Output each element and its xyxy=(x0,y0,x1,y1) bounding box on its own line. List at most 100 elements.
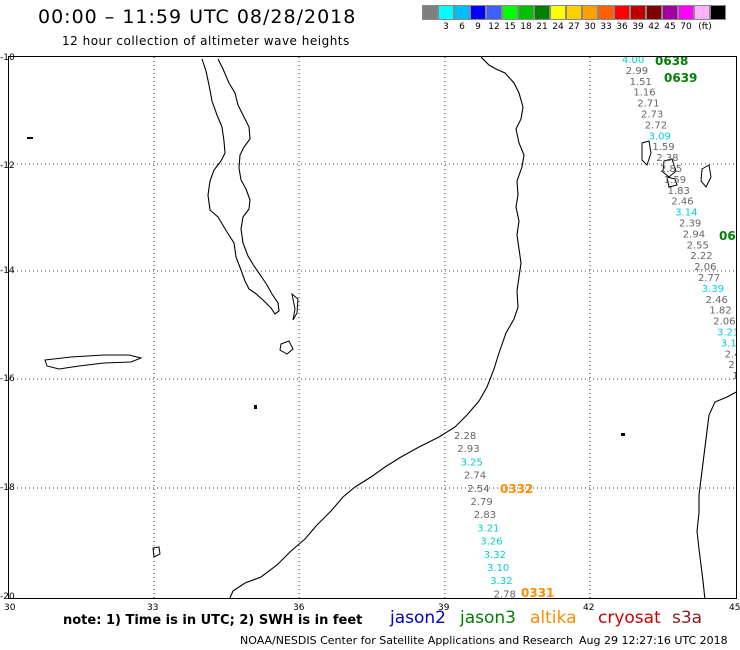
wave-height-value: 2.74 xyxy=(464,471,486,482)
wave-height-value: 1.51 xyxy=(630,77,652,88)
wave-height-value: 2.06 xyxy=(694,262,716,273)
pass-time-labels: 0638 0639 064 0332 0331 xyxy=(500,57,736,599)
wave-height-value: 3.39 xyxy=(702,284,724,295)
wave-height-value: 3.1 xyxy=(721,338,737,349)
scale-label: 70 xyxy=(680,22,692,32)
wave-height-value: 2.93 xyxy=(457,444,479,455)
scale-label: 6 xyxy=(459,22,465,32)
comoros-island-1 xyxy=(641,140,652,166)
speck-3 xyxy=(621,433,625,436)
pass-time-label: 0331 xyxy=(521,586,554,599)
scale-swatch xyxy=(678,5,694,20)
scale-swatch xyxy=(486,5,502,20)
lat-label-14: -14 xyxy=(0,266,15,276)
wave-height-value: 1.59 xyxy=(652,142,674,153)
map-svg: 4.002.991.511.162.712.732.723.091.592.38… xyxy=(9,57,737,599)
scale-swatch xyxy=(662,5,678,20)
wave-height-value: 3.32 xyxy=(490,576,512,587)
wave-height-value: 3.26 xyxy=(480,537,502,548)
scale-swatch xyxy=(630,5,646,20)
lake-malawi-shore xyxy=(201,58,280,315)
wave-height-value: 3.21 xyxy=(717,328,737,339)
comoros-island-4 xyxy=(700,164,712,188)
wave-height-value: 2.99 xyxy=(626,66,648,77)
wave-height-value: 3.10 xyxy=(487,563,509,574)
altimeter-track-east: 4.002.991.511.162.712.732.723.091.592.38… xyxy=(622,57,737,382)
lon-label-30: 30 xyxy=(4,603,16,613)
wave-height-value: 2.28 xyxy=(454,431,476,442)
wave-height-value: 2.55 xyxy=(687,240,709,251)
scale-label: 15 xyxy=(504,22,516,32)
altimeter-track-south: 2.28 2.93 3.25 2.74 2.54 2.79 2.83 3.21 3.26 3.32… xyxy=(454,431,516,599)
lat-label-20: -20 xyxy=(0,592,15,602)
wave-height-value: 2.39 xyxy=(679,219,701,230)
lat-label-12: -12 xyxy=(0,161,15,171)
scale-swatch xyxy=(470,5,486,20)
scale-label: 3 xyxy=(443,22,449,32)
wave-height-value: 4.00 xyxy=(622,57,644,66)
wave-height-value: 2.22 xyxy=(690,251,712,262)
wave-height-value: 2.54 xyxy=(467,484,489,495)
map-frame[interactable]: 4.00 2.99 1.51 1.16 2.71 2.73 2.72 3.09 1.59 2.38… xyxy=(8,56,737,599)
footnote: note: 1) Time is in UTC; 2) SWH is in fe… xyxy=(63,613,363,628)
pass-time-label: 0638 xyxy=(655,57,688,68)
speck-4 xyxy=(152,546,161,558)
lat-label-16: -16 xyxy=(0,374,15,384)
lat-label-10: -10 xyxy=(0,53,15,63)
lon-label-39: 39 xyxy=(438,603,450,613)
graticule xyxy=(9,57,736,598)
lon-label-45: 45 xyxy=(729,603,740,613)
scale-swatch xyxy=(694,5,710,20)
wave-height-value: 3.25 xyxy=(461,457,483,468)
speck-2 xyxy=(254,405,257,409)
wave-height-value: 2.71 xyxy=(637,99,659,110)
wave-height-value: 1.59 xyxy=(664,175,686,186)
wave-height-value: 2.46 xyxy=(706,295,728,306)
wave-height-value: 1.82 xyxy=(709,306,731,317)
mozambique-coastline xyxy=(229,57,525,598)
pass-time-label: 0639 xyxy=(664,71,697,85)
wave-height-value: 2.06 xyxy=(713,317,735,328)
lake-small-1 xyxy=(291,292,299,321)
sat-altika: altika xyxy=(530,608,577,628)
wave-height-value: 2 xyxy=(728,360,734,371)
wave-height-value: 2.72 xyxy=(645,120,667,131)
lake-chilwa xyxy=(44,354,143,370)
comoros-island-3 xyxy=(666,176,678,188)
color-scale-labels: 3 6 9 12 15 18 21 24 27 30 33 36 39 42 45 70 (ft) xyxy=(422,22,716,32)
wave-height-value: 2.4 xyxy=(725,349,737,360)
scale-swatch xyxy=(518,5,534,20)
scale-swatch xyxy=(550,5,566,20)
credit-line: NOAA/NESDIS Center for Satellite Applica… xyxy=(240,634,574,647)
scale-swatch xyxy=(438,5,454,20)
pass-time-label: 0332 xyxy=(500,482,533,496)
scale-swatch xyxy=(646,5,662,20)
lake-small-2 xyxy=(279,340,294,355)
wave-height-value: 2.78 xyxy=(494,589,516,599)
speck-1 xyxy=(27,137,33,139)
scale-label: 27 xyxy=(568,22,580,32)
wave-height-value: 3.21 xyxy=(477,523,499,534)
scale-swatch xyxy=(454,5,470,20)
lon-label-36: 36 xyxy=(293,603,305,613)
scale-swatch xyxy=(582,5,598,20)
wave-height-value: 3.32 xyxy=(484,550,506,561)
wave-height-value: 1.83 xyxy=(668,186,690,197)
scale-label: 12 xyxy=(488,22,500,32)
wave-height-value: 2.85 xyxy=(660,164,682,175)
page-title: 00:00 – 11:59 UTC 08/28/2018 xyxy=(38,6,357,28)
scale-swatch xyxy=(566,5,582,20)
scale-label: 30 xyxy=(584,22,596,32)
page-subtitle: 12 hour collection of altimeter wave hei… xyxy=(62,34,350,48)
scale-swatch xyxy=(614,5,630,20)
color-scale-bar xyxy=(422,5,726,20)
wave-height-value: 3.09 xyxy=(649,131,671,142)
sat-cryosat: cryosat xyxy=(598,608,661,628)
scale-label: 21 xyxy=(536,22,548,32)
scale-label: 33 xyxy=(600,22,612,32)
lon-label-42: 42 xyxy=(583,603,595,613)
comoros-island-2 xyxy=(662,158,677,178)
scale-spacer xyxy=(422,22,438,32)
sat-jason3: jason3 xyxy=(460,608,516,628)
scale-swatch xyxy=(710,5,726,20)
